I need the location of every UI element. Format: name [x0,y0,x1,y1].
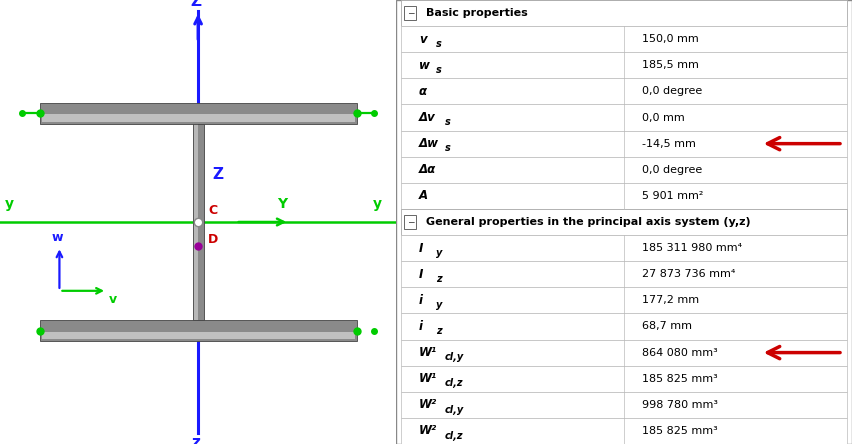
Bar [400,183,848,209]
Text: z: z [192,435,200,444]
Text: 0,0 degree: 0,0 degree [642,87,703,96]
Text: Y: Y [277,197,287,211]
Text: z: z [436,326,442,336]
Bar [400,78,848,104]
Text: s: s [436,39,442,49]
Text: −: − [406,8,414,18]
Bar [400,0,848,26]
Text: v: v [109,293,117,306]
Text: -14,5 mm: -14,5 mm [642,139,696,149]
Bar [400,26,848,52]
Text: Δα: Δα [419,163,436,176]
Text: A: A [419,190,428,202]
Bar [400,418,848,444]
Bar [400,131,848,157]
Text: α: α [419,85,427,98]
Text: 185 825 mm³: 185 825 mm³ [642,374,718,384]
Bar [400,261,848,287]
Text: 864 080 mm³: 864 080 mm³ [642,348,718,357]
Text: 185,5 mm: 185,5 mm [642,60,699,70]
Text: 0,0 degree: 0,0 degree [642,165,703,175]
Text: W¹: W¹ [419,372,437,385]
Text: Δv: Δv [419,111,435,124]
Bar [400,52,848,78]
Text: Z: Z [191,0,202,9]
Text: cl,y: cl,y [445,404,463,415]
Text: s: s [445,117,450,127]
Text: 0,0 mm: 0,0 mm [642,112,685,123]
Text: v: v [419,33,427,46]
Text: y: y [5,197,14,211]
Text: I: I [419,268,423,281]
Bar [405,6,417,20]
Text: y: y [436,300,443,310]
Text: C: C [208,204,217,217]
Text: y: y [436,248,443,258]
Bar [193,124,204,320]
Bar [400,287,848,313]
Text: 68,7 mm: 68,7 mm [642,321,693,332]
Bar [400,209,848,235]
Bar [400,104,848,131]
Bar [42,114,354,122]
Text: 27 873 736 mm⁴: 27 873 736 mm⁴ [642,269,735,279]
Bar [193,124,199,320]
Text: Basic properties: Basic properties [426,8,527,18]
Bar [405,215,417,229]
Text: D: D [208,233,218,246]
Text: i: i [419,320,423,333]
Text: s: s [445,143,450,153]
Text: 998 780 mm³: 998 780 mm³ [642,400,718,410]
Text: cl,y: cl,y [445,352,463,362]
Text: I: I [419,242,423,254]
Text: w: w [419,59,430,72]
Bar [400,157,848,183]
Text: w: w [52,231,63,244]
Text: Δw: Δw [419,137,439,150]
Text: −: − [406,218,414,226]
Bar [400,235,848,261]
Text: y: y [373,197,383,211]
Text: W²: W² [419,424,437,437]
Text: W¹: W¹ [419,346,437,359]
Text: 177,2 mm: 177,2 mm [642,295,699,305]
Text: 185 311 980 mm⁴: 185 311 980 mm⁴ [642,243,742,253]
Text: s: s [436,65,442,75]
Bar [400,313,848,340]
Bar [400,366,848,392]
Text: General properties in the principal axis system (y,z): General properties in the principal axis… [426,217,751,227]
Bar [400,392,848,418]
Bar [400,340,848,366]
Text: 5 901 mm²: 5 901 mm² [642,191,704,201]
Bar [39,320,357,341]
Text: cl,z: cl,z [445,431,463,440]
Text: W²: W² [419,398,437,411]
Text: 150,0 mm: 150,0 mm [642,34,699,44]
Text: z: z [436,274,442,284]
Text: cl,z: cl,z [445,378,463,388]
Text: 185 825 mm³: 185 825 mm³ [642,426,718,436]
Bar [39,103,357,124]
Text: i: i [419,294,423,307]
Bar [42,332,354,339]
Text: Z: Z [212,167,223,182]
